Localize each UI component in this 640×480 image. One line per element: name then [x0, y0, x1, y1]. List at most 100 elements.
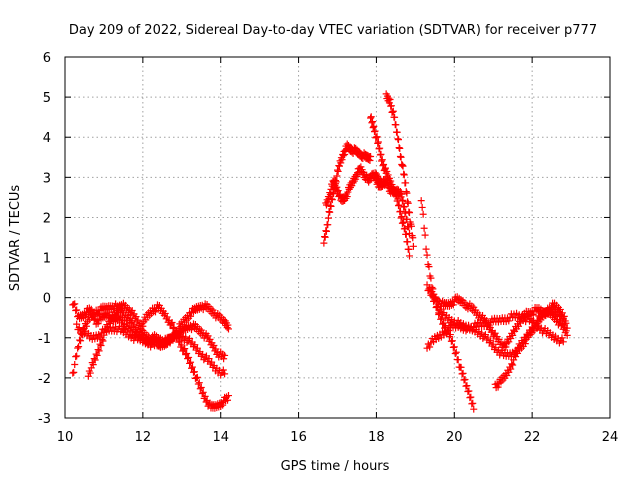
data-point [225, 392, 232, 400]
data-point [521, 340, 529, 348]
data-point [225, 325, 232, 333]
data-point [397, 214, 405, 222]
x-tick-label: 20 [446, 430, 463, 445]
data-point [324, 214, 332, 222]
data-point [75, 343, 83, 351]
y-tick-label: 6 [43, 51, 51, 66]
data-point [465, 387, 473, 395]
data-point [320, 239, 328, 247]
data-point [400, 171, 408, 179]
data-point [70, 368, 78, 376]
data-point [371, 171, 379, 179]
data-point [195, 379, 203, 387]
data-point [389, 107, 397, 115]
data-point [324, 198, 332, 206]
data-point [93, 351, 101, 359]
data-point [461, 375, 469, 383]
data-point [505, 317, 513, 325]
data-point [428, 291, 436, 299]
data-series-arc-m [491, 299, 569, 392]
y-tick-label: 2 [43, 211, 51, 226]
data-point [114, 309, 122, 317]
data-point [547, 307, 555, 315]
data-point [422, 245, 430, 253]
data-point [219, 366, 227, 374]
data-point [324, 221, 332, 229]
data-point [72, 353, 80, 361]
data-point [404, 238, 412, 246]
data-point [330, 190, 338, 198]
data-point [394, 135, 402, 143]
data-point [327, 202, 335, 210]
data-point [392, 121, 400, 129]
data-point [94, 320, 102, 328]
data-point [431, 297, 439, 305]
data-point [560, 312, 568, 320]
data-point [398, 190, 406, 198]
data-series-arc-f [322, 163, 388, 209]
data-point [322, 227, 330, 235]
y-tick-label: 3 [43, 171, 51, 186]
data-point [186, 359, 194, 367]
y-tick-label: 1 [43, 252, 51, 267]
data-point [139, 322, 147, 330]
data-point [180, 346, 188, 354]
data-series-arc-n [427, 291, 567, 347]
data-point [404, 198, 412, 206]
data-point [419, 210, 427, 218]
data-point [94, 346, 102, 354]
data-point [376, 144, 384, 152]
data-point [470, 405, 478, 413]
data-point [406, 229, 414, 237]
data-point [402, 188, 410, 196]
data-point [402, 179, 410, 187]
data-point [502, 343, 510, 351]
x-tick-label: 12 [135, 430, 152, 445]
data-point [95, 310, 103, 318]
data-point [335, 162, 343, 170]
data-point [76, 336, 84, 344]
data-series-arc-e [320, 140, 375, 247]
x-tick-label: 24 [602, 430, 619, 445]
data-point [509, 361, 517, 369]
data-point [507, 365, 515, 373]
data-point [400, 202, 408, 210]
data-point [221, 370, 229, 378]
data-point [167, 320, 175, 328]
data-point [383, 178, 391, 186]
data-point [187, 358, 195, 366]
data-point [402, 208, 410, 216]
data-point [199, 388, 207, 396]
data-point [367, 113, 375, 121]
data-point [558, 334, 566, 342]
data-point [399, 162, 407, 170]
data-point [367, 114, 375, 122]
data-point [563, 331, 571, 339]
data-point [443, 330, 450, 338]
data-point [420, 224, 428, 232]
data-point [440, 319, 448, 327]
data-point [398, 161, 406, 169]
data-point [399, 196, 407, 204]
data-point [73, 352, 81, 360]
data-point [181, 345, 189, 353]
data-point [391, 113, 399, 121]
data-point [341, 150, 349, 158]
data-point [561, 317, 569, 325]
data-point [450, 343, 458, 351]
data-point [221, 351, 229, 359]
data-point [377, 183, 385, 191]
data-point [433, 303, 441, 311]
data-point [467, 393, 475, 401]
data-point [99, 337, 107, 345]
data-point [469, 399, 477, 407]
data-point [386, 96, 394, 104]
data-point [73, 306, 81, 314]
data-point [338, 156, 346, 164]
data-point [382, 175, 390, 183]
y-tick-label: -3 [38, 412, 51, 427]
data-point [334, 187, 342, 195]
data-point [397, 153, 405, 161]
y-axis-label: SDTVAR / TECUs [8, 185, 23, 292]
